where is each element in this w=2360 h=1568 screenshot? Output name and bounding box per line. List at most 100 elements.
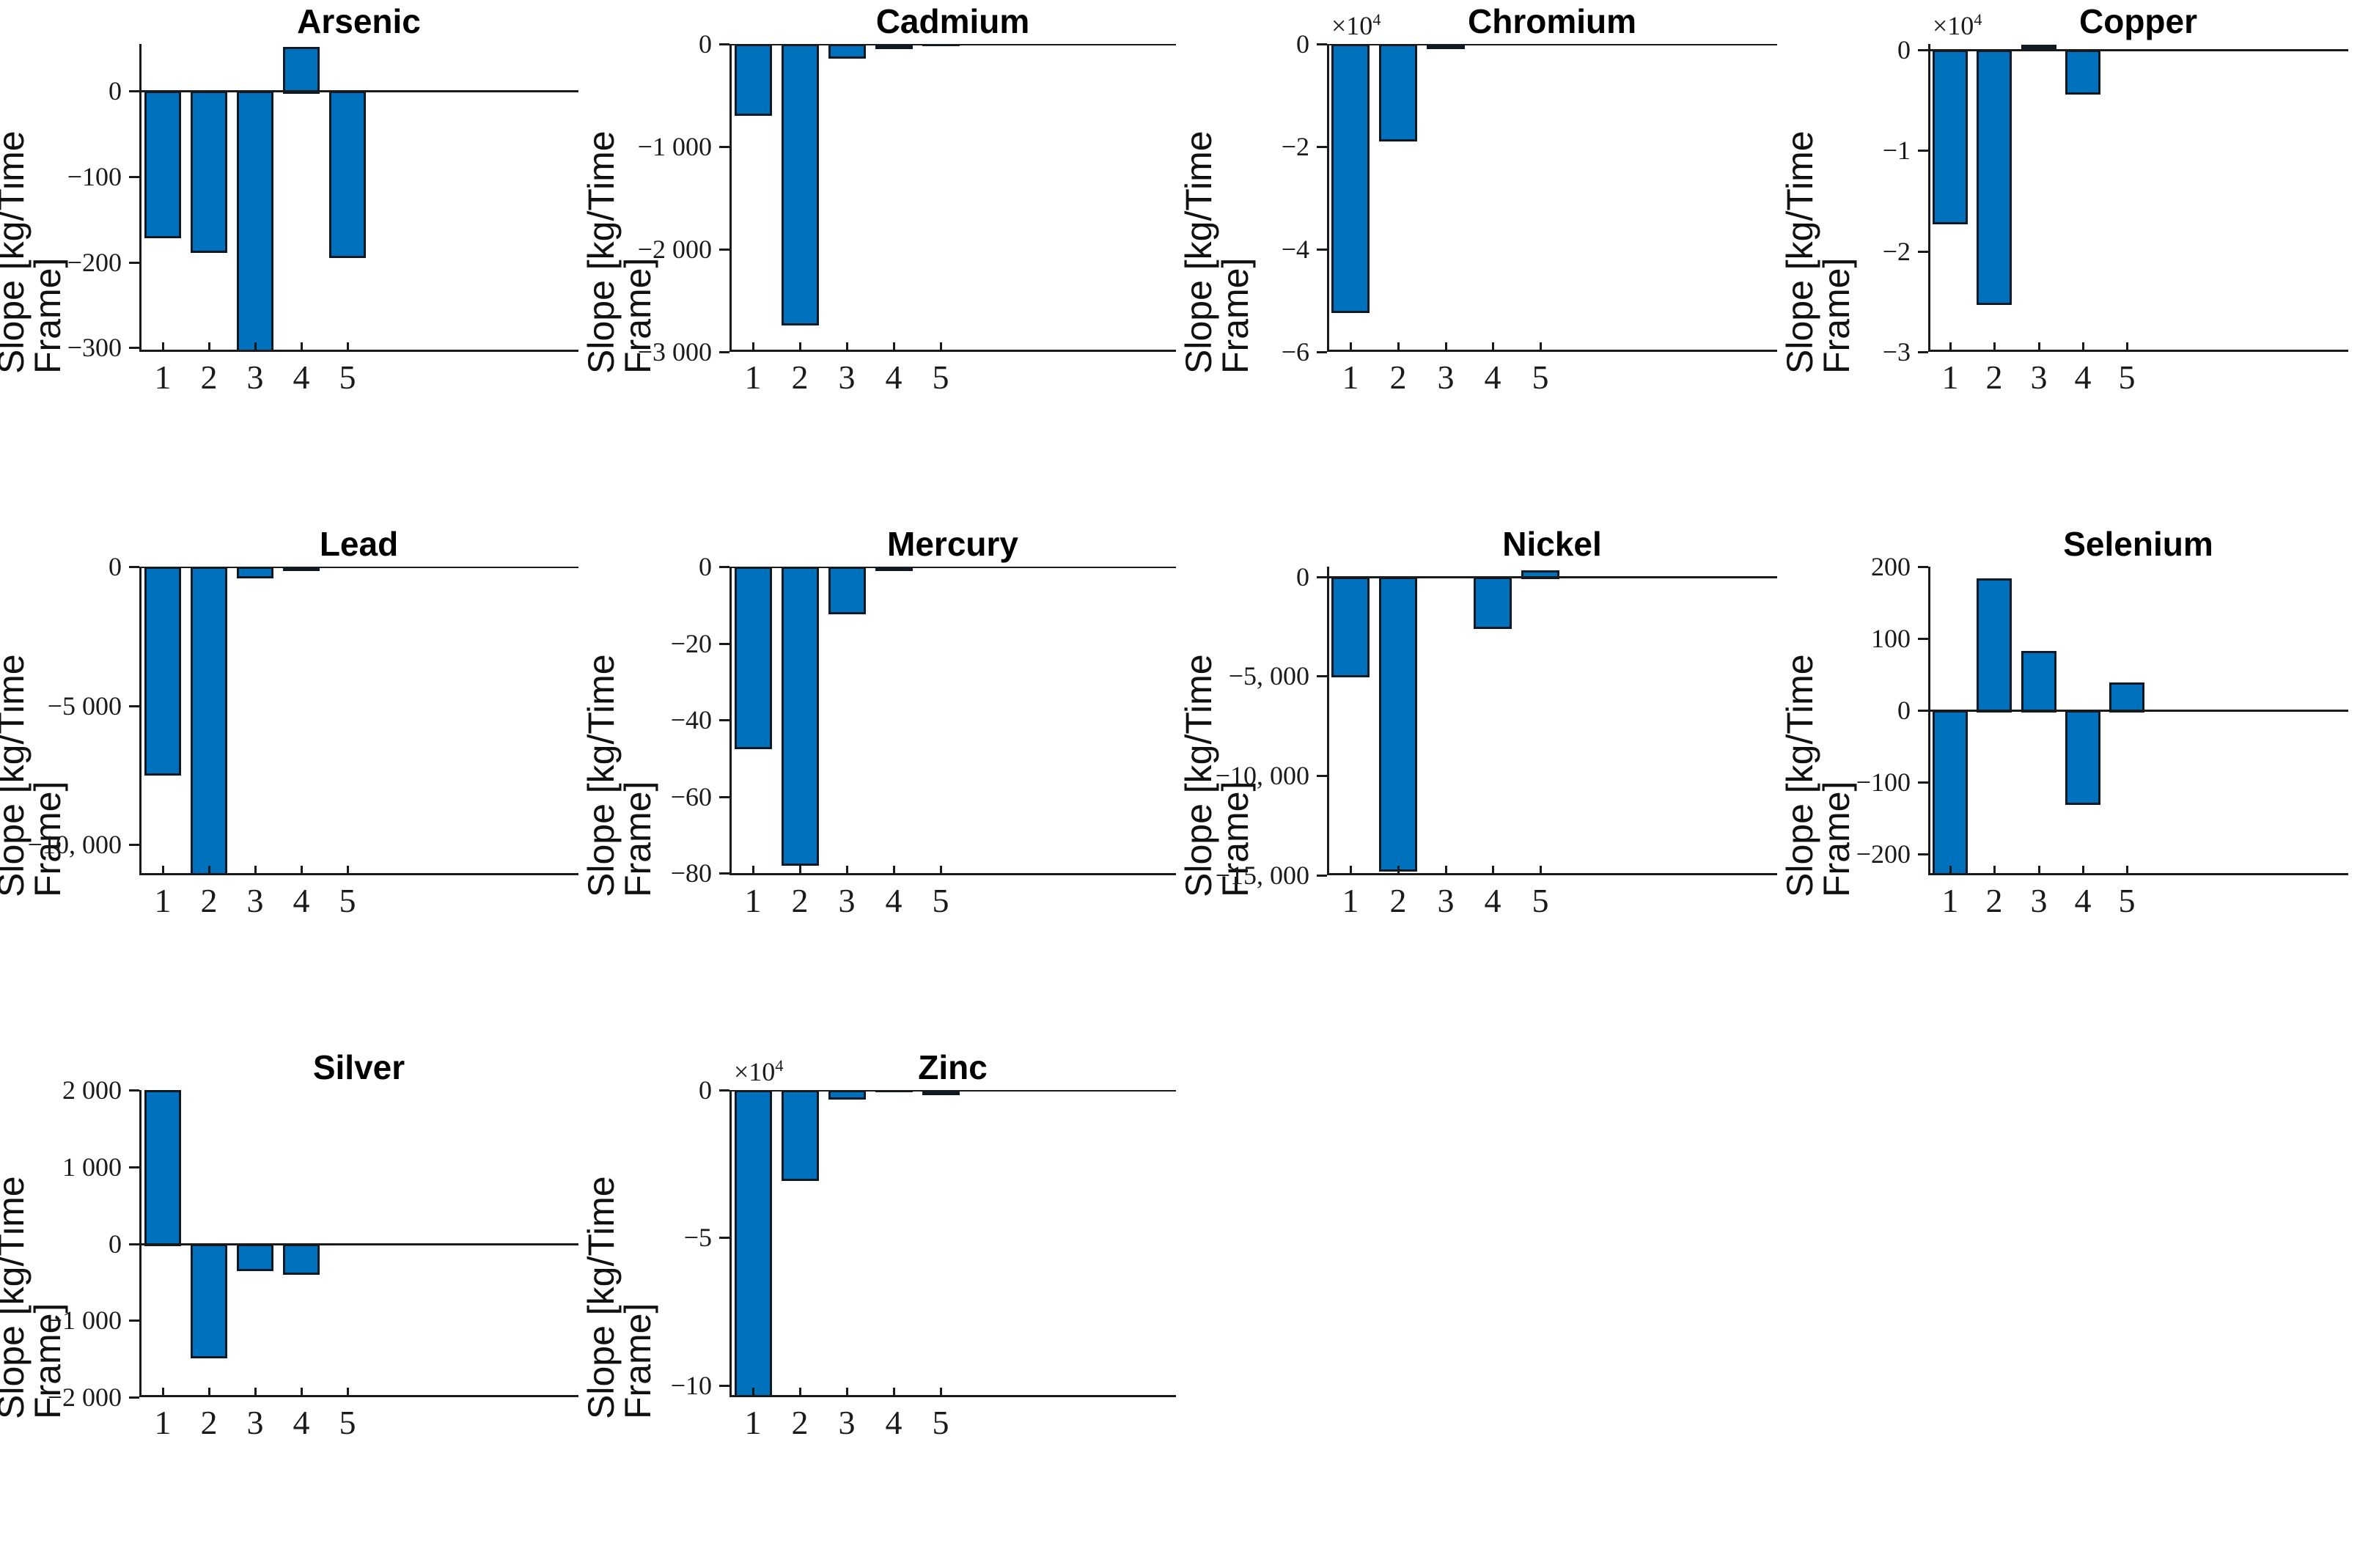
y-tick-label: −10, 000 [1215,761,1309,790]
x-tick-label: 2 [1985,882,2003,919]
x-tick-mark [893,342,895,352]
x-tick-mark [1492,866,1494,875]
x-tick-label: 5 [2118,882,2136,919]
x-axis-spine [1928,873,2348,875]
zero-baseline [729,44,1176,45]
y-tick-mark [719,1385,729,1387]
x-tick-label: 2 [200,882,218,919]
x-tick-mark [752,342,754,352]
y-tick-mark [719,643,729,645]
y-tick-label: 0 [1296,562,1309,592]
y-tick-label: −5, 000 [1228,661,1309,691]
x-tick-mark [1445,342,1447,352]
y-axis-label: Slope [kg/Time Frame] [0,130,68,374]
x-tick-label: 4 [885,1404,903,1441]
y-tick-mark [129,566,139,568]
bar-cadmium-3 [828,44,866,59]
y-tick-label: −80 [670,858,712,888]
bar-selenium-1 [1933,710,1968,875]
x-tick-label: 3 [1437,358,1455,396]
x-tick-mark [208,866,210,875]
y-tick-label: −2 000 [637,235,712,264]
y-tick-mark [1317,775,1327,777]
x-tick-mark [162,342,164,352]
bar-lead-4 [283,567,320,571]
bar-cadmium-2 [782,44,819,325]
y-tick-label: 0 [1897,696,1911,725]
bar-mercury-3 [828,567,866,614]
x-tick-label: 3 [2030,358,2048,396]
x-tick-label: 5 [339,882,356,919]
y-tick-mark [129,262,139,264]
zero-baseline [729,1090,1176,1092]
y-tick-label: −1 [1882,136,1911,165]
plot-area [1928,567,2348,875]
y-tick-label: −1 000 [47,1306,122,1335]
y-tick-label: 0 [109,1229,122,1259]
y-tick-mark [1317,146,1327,148]
y-axis-label: Slope [kg/Time Frame] [1178,130,1256,374]
y-tick-mark [1317,43,1327,45]
y-axis-spine [139,1090,141,1397]
x-tick-label: 4 [293,358,310,396]
x-tick-mark [1540,342,1542,352]
x-tick-label: 5 [932,358,949,396]
x-tick-label: 5 [339,1404,356,1441]
x-axis-spine [1327,350,1777,352]
y-tick-mark [1918,351,1928,353]
y-tick-mark [1918,638,1928,640]
x-tick-mark [799,866,801,875]
chart-cell-copper: Copper ×104 Slope [kg/Time Frame] 0 −1 −2 −3 1 2… [1779,0,2360,523]
bar-silver-4 [283,1244,320,1275]
x-axis-spine [139,873,578,875]
x-tick-mark [1492,342,1494,352]
y-tick-mark [129,705,139,707]
bar-copper-1 [1933,50,1968,224]
plot-area [1327,44,1777,352]
x-axis-spine [729,1395,1176,1397]
y-tick-mark [129,1243,139,1245]
plot-area [1928,44,2348,352]
y-tick-label: −100 [67,162,122,191]
x-axis-spine [729,350,1176,352]
chart-title-selenium: Selenium [2063,525,2213,563]
x-tick-mark [347,866,349,875]
x-axis-spine [1327,873,1777,875]
x-tick-mark [2038,866,2040,875]
x-tick-label: 4 [885,882,903,919]
x-tick-label: 1 [744,882,762,919]
x-tick-mark [846,1388,848,1397]
y-tick-mark [719,249,729,251]
bar-selenium-5 [2109,682,2144,713]
plot-area [139,1090,578,1397]
y-tick-mark [1918,566,1928,568]
y-axis-exponent-label: ×104 [734,1056,784,1086]
bar-silver-2 [191,1244,227,1358]
x-tick-mark [301,866,303,875]
chart-title-chromium: Chromium [1468,2,1636,40]
x-tick-mark [799,1388,801,1397]
x-tick-mark [893,1388,895,1397]
y-tick-label: −20 [670,629,712,658]
x-tick-label: 2 [1389,882,1407,919]
bar-mercury-4 [875,567,913,571]
bar-arsenic-4 [283,47,320,94]
y-tick-label: −200 [67,248,122,277]
y-axis-label: Slope [kg/Time Frame] [581,130,658,374]
y-tick-label: −5 000 [47,691,122,721]
zero-baseline [139,567,578,568]
x-tick-mark [254,866,257,875]
y-tick-label: 0 [109,552,122,581]
y-tick-label: 2 000 [62,1075,122,1105]
x-tick-label: 3 [246,1404,264,1441]
x-tick-mark [347,342,349,352]
chart-title-nickel: Nickel [1502,525,1602,563]
chart-cell-zinc: Zinc ×104 Slope [kg/Time Frame] 0 −5 −10 1 2 3 4 5 [581,1046,1188,1568]
y-tick-mark [719,872,729,875]
y-axis-label: Slope [kg/Time Frame] [1178,654,1256,897]
x-tick-mark [940,342,942,352]
y-tick-label: 0 [699,1075,712,1105]
y-axis-spine [139,567,141,875]
x-axis-spine [139,1395,578,1397]
x-tick-label: 3 [2030,882,2048,919]
